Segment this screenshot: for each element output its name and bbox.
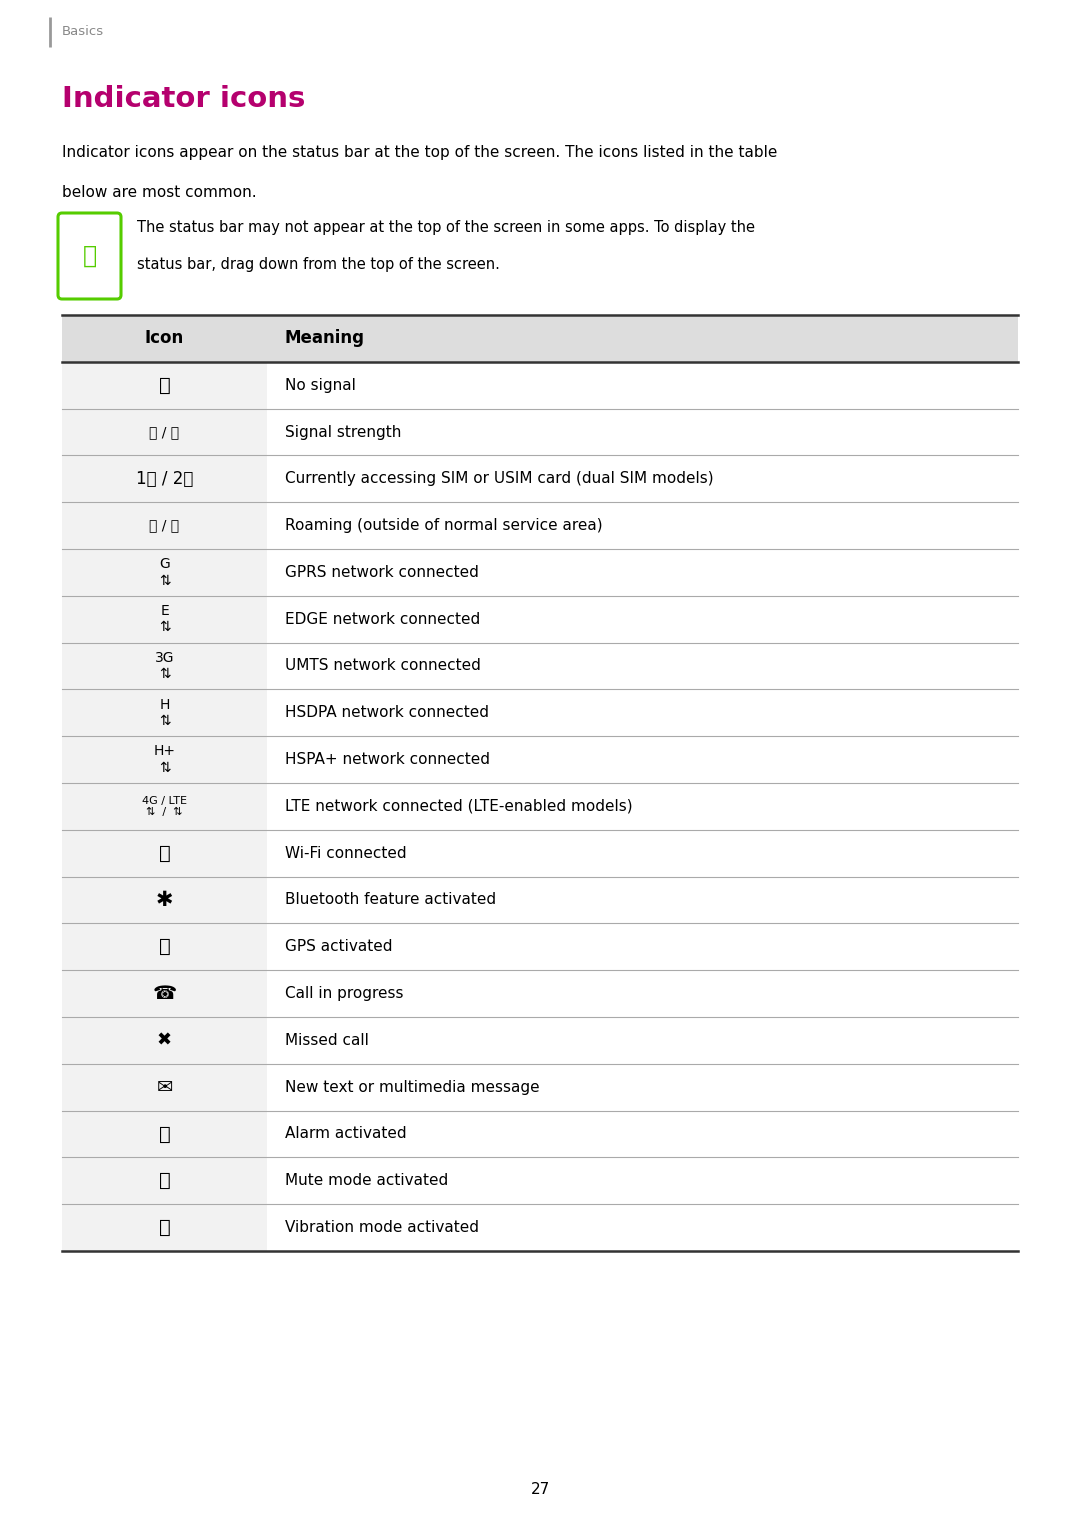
Bar (62, 970, 267, 1017)
Text: ✱: ✱ (156, 890, 173, 910)
Text: 4G / LTE
⇅  /  ⇅: 4G / LTE ⇅ / ⇅ (141, 796, 187, 817)
Bar (62, 643, 267, 689)
Bar (62, 362, 267, 409)
FancyBboxPatch shape (58, 212, 121, 299)
Text: No signal: No signal (285, 377, 356, 392)
Text: EDGE network connected: EDGE network connected (285, 612, 481, 626)
Bar (62, 455, 267, 502)
Text: Missed call: Missed call (285, 1032, 369, 1048)
Bar (62, 1064, 267, 1110)
Bar (62, 924, 267, 970)
Text: LTE network connected (LTE-enabled models): LTE network connected (LTE-enabled model… (285, 799, 633, 814)
Bar (62, 783, 267, 829)
Text: UMTS network connected: UMTS network connected (285, 658, 481, 673)
Text: ✖: ✖ (157, 1031, 172, 1049)
Text: HSPA+ network connected: HSPA+ network connected (285, 753, 490, 767)
Text: Roaming (outside of normal service area): Roaming (outside of normal service area) (285, 518, 603, 533)
Bar (62, 1205, 267, 1251)
Text: Currently accessing SIM or USIM card (dual SIM models): Currently accessing SIM or USIM card (du… (285, 472, 714, 486)
Bar (62, 1017, 267, 1064)
Text: G
⇅: G ⇅ (159, 557, 171, 588)
Text: status bar, drag down from the top of the screen.: status bar, drag down from the top of th… (137, 257, 500, 272)
Bar (62, 689, 267, 736)
Bar (62, 550, 267, 596)
Text: New text or multimedia message: New text or multimedia message (285, 1080, 540, 1095)
Bar (62, 736, 267, 783)
Text: 📶: 📶 (159, 844, 171, 863)
Bar (62, 1157, 267, 1205)
Text: Icon: Icon (145, 330, 184, 348)
Text: Basics: Basics (62, 26, 104, 38)
Bar (62, 596, 267, 643)
Text: ☎: ☎ (152, 983, 177, 1003)
Text: The status bar may not appear at the top of the screen in some apps. To display : The status bar may not appear at the top… (137, 220, 755, 235)
Text: 27: 27 (530, 1481, 550, 1496)
Bar (62, 876, 267, 924)
Text: Alarm activated: Alarm activated (285, 1127, 407, 1142)
Text: 1⃣ / 2⃣: 1⃣ / 2⃣ (136, 470, 193, 487)
Text: H+
⇅: H+ ⇅ (153, 745, 175, 774)
Text: below are most common.: below are most common. (62, 185, 257, 200)
Text: 📶 / 📶: 📶 / 📶 (149, 425, 179, 438)
Bar (62, 315, 1018, 362)
Text: Call in progress: Call in progress (285, 986, 404, 1002)
Text: H
⇅: H ⇅ (159, 698, 171, 728)
Text: 📳: 📳 (159, 1219, 171, 1237)
Text: Indicator icons: Indicator icons (62, 86, 306, 113)
Text: GPS activated: GPS activated (285, 939, 392, 954)
Bar (62, 502, 267, 550)
Text: Vibration mode activated: Vibration mode activated (285, 1220, 480, 1235)
Bar (62, 409, 267, 455)
Text: Mute mode activated: Mute mode activated (285, 1173, 448, 1188)
Text: E
⇅: E ⇅ (159, 605, 171, 634)
Text: 3G
⇅: 3G ⇅ (154, 651, 174, 681)
Text: Signal strength: Signal strength (285, 425, 402, 440)
Text: Wi-Fi connected: Wi-Fi connected (285, 846, 407, 861)
Text: 📍: 📍 (159, 938, 171, 956)
Text: 📶 / 📶: 📶 / 📶 (149, 519, 179, 533)
Text: ⏰: ⏰ (159, 1124, 171, 1144)
Text: HSDPA network connected: HSDPA network connected (285, 705, 489, 721)
Text: 🔇: 🔇 (159, 1171, 171, 1191)
Text: GPRS network connected: GPRS network connected (285, 565, 478, 580)
Text: ⛔: ⛔ (159, 376, 171, 394)
Bar (62, 1110, 267, 1157)
Text: Meaning: Meaning (285, 330, 365, 348)
Text: Indicator icons appear on the status bar at the top of the screen. The icons lis: Indicator icons appear on the status bar… (62, 145, 778, 160)
Bar (62, 829, 267, 876)
Text: ✉: ✉ (157, 1078, 173, 1096)
Text: 🔔: 🔔 (82, 244, 96, 269)
Text: Bluetooth feature activated: Bluetooth feature activated (285, 892, 496, 907)
